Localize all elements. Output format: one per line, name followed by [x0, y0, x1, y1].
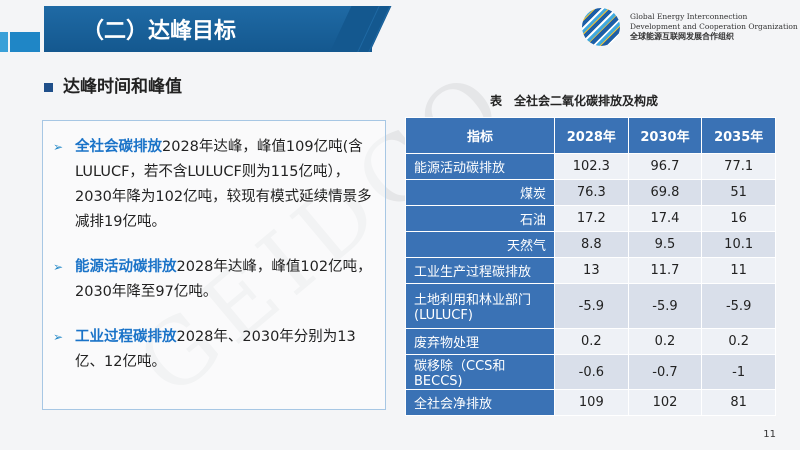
decor-square — [0, 32, 8, 52]
geidco-logo-icon — [582, 8, 620, 46]
table-cell: -0.7 — [627, 354, 703, 390]
arrow-bullet-icon: ➢ — [53, 260, 64, 274]
row-label: 废弃物处理 — [405, 328, 555, 355]
bullet-highlight: 能源活动碳排放 — [75, 259, 177, 275]
table-cell: 77.1 — [701, 153, 776, 180]
table-cell: 0.2 — [627, 328, 703, 355]
arrow-bullet-icon: ➢ — [53, 330, 64, 344]
bullet-highlight: 工业过程碳排放 — [75, 329, 177, 345]
column-header: 2030年 — [627, 117, 703, 154]
table-cell: 76.3 — [554, 179, 629, 206]
table-cell: 81 — [701, 389, 776, 416]
table-cell: 96.7 — [627, 153, 703, 180]
table-cell: -0.6 — [554, 354, 629, 390]
arrow-bullet-icon: ➢ — [53, 140, 64, 154]
decor-square — [10, 32, 40, 52]
table-cell: 0.2 — [701, 328, 776, 355]
page-number: 11 — [763, 429, 776, 440]
row-label: 土地利用和林业部门(LULUCF) — [405, 283, 555, 329]
table-caption: 表 全社会二氧化碳排放及构成 — [490, 94, 659, 108]
table-cell: 102 — [627, 389, 703, 416]
row-label: 煤炭 — [405, 179, 555, 206]
table-row: 废弃物处理 0.2 0.2 0.2 — [405, 328, 776, 355]
table-row: 能源活动碳排放 102.3 96.7 77.1 — [405, 153, 776, 180]
section-title-text: 达峰时间和峰值 — [63, 77, 182, 97]
row-label: 碳移除（CCS和BECCS) — [405, 354, 555, 390]
table-cell: 109 — [554, 389, 629, 416]
square-bullet-icon — [44, 82, 53, 92]
table-header-row: 指标 2028年 2030年 2035年 — [405, 117, 776, 154]
table-cell: 11.7 — [627, 257, 703, 284]
table-row: 土地利用和林业部门(LULUCF) -5.9 -5.9 -5.9 — [405, 283, 776, 329]
bullet-item: ➢ 全社会碳排放2028年达峰，峰值109亿吨(含LULUCF，若不含LULUCF… — [53, 135, 375, 235]
table-cell: 13 — [554, 257, 629, 284]
table-cell: 69.8 — [627, 179, 703, 206]
column-header: 2028年 — [554, 117, 629, 154]
bullet-text: 2028年达峰，峰值102亿吨，2030年降至97亿吨。 — [75, 259, 372, 300]
row-label: 能源活动碳排放 — [405, 153, 555, 180]
row-label: 全社会净排放 — [405, 389, 555, 416]
bullet-item: ➢ 工业过程碳排放2028年、2030年分别为13亿、12亿吨。 — [53, 325, 375, 375]
table-cell: 9.5 — [627, 231, 703, 258]
table-row: 石油 17.2 17.4 16 — [405, 205, 776, 232]
bullet-text: 2028年、2030年分别为13亿、12亿吨。 — [75, 329, 356, 370]
row-label: 天然气 — [405, 231, 555, 258]
table-cell: -5.9 — [554, 283, 629, 329]
table-row: 煤炭 76.3 69.8 51 — [405, 179, 776, 206]
column-header: 指标 — [405, 117, 555, 154]
table-cell: 51 — [701, 179, 776, 206]
table-cell: -5.9 — [627, 283, 703, 329]
section-title: 达峰时间和峰值 — [44, 72, 182, 97]
table-cell: 10.1 — [701, 231, 776, 258]
table-row: 碳移除（CCS和BECCS) -0.6 -0.7 -1 — [405, 354, 776, 390]
org-line1: Global Energy Interconnection — [630, 12, 748, 21]
table-cell: 102.3 — [554, 153, 629, 180]
table-cell: 16 — [701, 205, 776, 232]
column-header: 2035年 — [701, 117, 776, 154]
row-label: 工业生产过程碳排放 — [405, 257, 555, 284]
bullet-box: ➢ 全社会碳排放2028年达峰，峰值109亿吨(含LULUCF，若不含LULUCF… — [42, 120, 386, 410]
table-row: 全社会净排放 109 102 81 — [405, 389, 776, 416]
bullet-text: 2028年达峰，峰值109亿吨(含LULUCF，若不含LULUCF则为115亿吨… — [75, 139, 372, 230]
row-label: 石油 — [405, 205, 555, 232]
table-cell: 17.2 — [554, 205, 629, 232]
bullet-item: ➢ 能源活动碳排放2028年达峰，峰值102亿吨，2030年降至97亿吨。 — [53, 255, 375, 305]
table-cell: 8.8 — [554, 231, 629, 258]
page-title: （二）达峰目标 — [82, 19, 237, 44]
header-bar — [44, 6, 372, 52]
table-cell: 17.4 — [627, 205, 703, 232]
table-cell: -5.9 — [701, 283, 776, 329]
org-name: Global Energy Interconnection Developmen… — [630, 12, 798, 42]
org-line2: Development and Cooperation Organization — [630, 22, 798, 31]
table-cell: 11 — [701, 257, 776, 284]
org-cn: 全球能源互联网发展合作组织 — [630, 32, 734, 41]
emissions-table: 指标 2028年 2030年 2035年 能源活动碳排放 102.3 96.7 77.1 煤炭 7… — [405, 117, 776, 416]
table-cell: -1 — [701, 354, 776, 390]
bullet-highlight: 全社会碳排放 — [75, 139, 162, 155]
table-cell: 0.2 — [554, 328, 629, 355]
table-row: 工业生产过程碳排放 13 11.7 11 — [405, 257, 776, 284]
table-row: 天然气 8.8 9.5 10.1 — [405, 231, 776, 258]
